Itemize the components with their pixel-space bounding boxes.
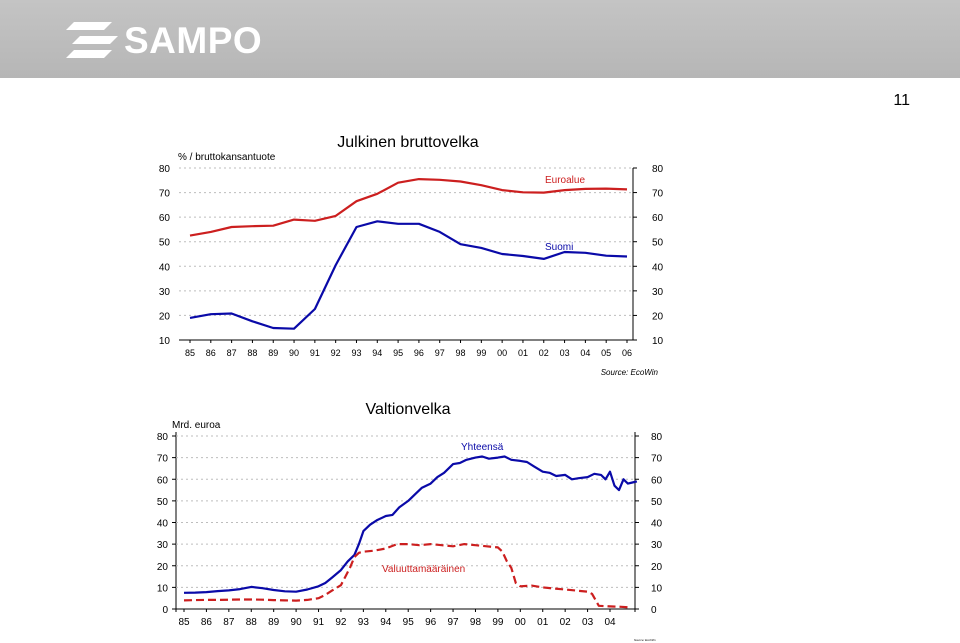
x-tick-label: 00 (497, 348, 507, 358)
x-tick-label: 02 (560, 617, 572, 628)
x-tick-label: 92 (331, 348, 341, 358)
y-tick-label-right: 30 (652, 287, 664, 298)
x-tick-label: 98 (456, 348, 466, 358)
series-line-suomi (189, 220, 628, 330)
chart-title: Valtionvelka (365, 401, 450, 418)
x-tick-label: 94 (372, 348, 382, 358)
x-tick-label: 92 (335, 617, 347, 628)
x-tick-label: 02 (539, 348, 549, 358)
x-tick-label: 04 (580, 348, 590, 358)
y-tick-label-right: 40 (652, 262, 664, 273)
y-tick-label-left: 40 (159, 262, 171, 273)
chart-title: Julkinen bruttovelka (337, 134, 479, 151)
y-tick-label-right: 80 (652, 164, 664, 175)
y-tick-label-right: 50 (652, 238, 664, 249)
x-tick-label: 91 (313, 617, 325, 628)
x-tick-label: 90 (291, 617, 303, 628)
unit-label: Mrd. euroa (172, 420, 221, 431)
y-tick-label-right: 10 (652, 336, 664, 347)
y-tick-label-right: 60 (652, 213, 664, 224)
y-tick-label-left: 80 (159, 164, 171, 175)
y-tick-label-right: 50 (651, 497, 663, 508)
y-tick-label-left: 20 (157, 562, 169, 573)
y-tick-label-left: 70 (157, 454, 169, 465)
x-tick-label: 99 (476, 348, 486, 358)
y-tick-label-left: 20 (159, 311, 171, 322)
source-label: Source: EcoWin (634, 638, 656, 642)
sampo-logo-icon (66, 22, 118, 58)
x-tick-label: 89 (268, 348, 278, 358)
x-tick-label: 93 (351, 348, 361, 358)
y-tick-label-left: 30 (159, 287, 171, 298)
y-tick-label-left: 70 (159, 189, 171, 200)
x-tick-label: 86 (201, 617, 213, 628)
y-tick-label-right: 30 (651, 540, 663, 551)
x-tick-label: 90 (289, 348, 299, 358)
x-tick-label: 97 (435, 348, 445, 358)
x-tick-label: 03 (560, 348, 570, 358)
y-tick-label-right: 20 (652, 311, 664, 322)
x-tick-label: 95 (403, 617, 415, 628)
source-label: Source: EcoWin (601, 368, 659, 377)
x-tick-label: 87 (227, 348, 237, 358)
x-tick-label: 01 (518, 348, 528, 358)
x-tick-label: 95 (393, 348, 403, 358)
x-tick-label: 88 (246, 617, 258, 628)
y-tick-label-left: 50 (157, 497, 169, 508)
y-tick-label-right: 70 (651, 454, 663, 465)
y-tick-label-right: 80 (651, 432, 663, 443)
series-line-valuuttamaarainen (183, 542, 628, 609)
x-tick-label: 85 (178, 617, 190, 628)
y-tick-label-left: 10 (157, 583, 169, 594)
x-tick-label: 91 (310, 348, 320, 358)
x-tick-label: 88 (247, 348, 257, 358)
y-tick-label-right: 0 (651, 605, 657, 616)
y-tick-label-left: 60 (159, 213, 171, 224)
y-tick-label-right: 10 (651, 583, 663, 594)
x-tick-label: 05 (601, 348, 611, 358)
x-tick-label: 94 (380, 617, 392, 628)
series-line-euroalue (189, 178, 628, 237)
y-tick-label-left: 0 (162, 605, 168, 616)
x-tick-label: 01 (537, 617, 549, 628)
y-tick-label-right: 60 (651, 475, 663, 486)
x-tick-label: 87 (223, 617, 235, 628)
y-tick-label-left: 60 (157, 475, 169, 486)
series-line-yhteensa (183, 455, 638, 594)
x-tick-label: 93 (358, 617, 370, 628)
unit-label: % / bruttokansantuote (178, 152, 276, 163)
x-tick-label: 85 (185, 348, 195, 358)
page-number: 11 (893, 92, 910, 109)
y-tick-label-right: 40 (651, 519, 663, 530)
x-tick-label: 99 (492, 617, 504, 628)
x-tick-label: 00 (515, 617, 527, 628)
series-label-valuuttamaarainen: Valuuttamääräinen (382, 564, 465, 575)
series-label-euroalue: Euroalue (545, 175, 585, 186)
x-tick-label: 86 (206, 348, 216, 358)
x-tick-label: 98 (470, 617, 482, 628)
x-tick-label: 97 (447, 617, 459, 628)
x-tick-label: 03 (582, 617, 594, 628)
y-tick-label-left: 80 (157, 432, 169, 443)
header-banner: SAMPO (0, 0, 960, 78)
y-tick-label-right: 20 (651, 562, 663, 573)
brand-name: SAMPO (124, 20, 263, 61)
series-label-suomi: Suomi (545, 242, 573, 253)
x-tick-label: 96 (425, 617, 437, 628)
x-tick-label: 04 (604, 617, 616, 628)
x-tick-label: 96 (414, 348, 424, 358)
y-tick-label-left: 40 (157, 519, 169, 530)
series-label-yhteensa: Yhteensä (461, 442, 504, 453)
y-tick-label-left: 10 (159, 336, 171, 347)
y-tick-label-left: 30 (157, 540, 169, 551)
x-tick-label: 89 (268, 617, 280, 628)
y-tick-label-right: 70 (652, 189, 664, 200)
x-tick-label: 06 (622, 348, 632, 358)
y-tick-label-left: 50 (159, 238, 171, 249)
